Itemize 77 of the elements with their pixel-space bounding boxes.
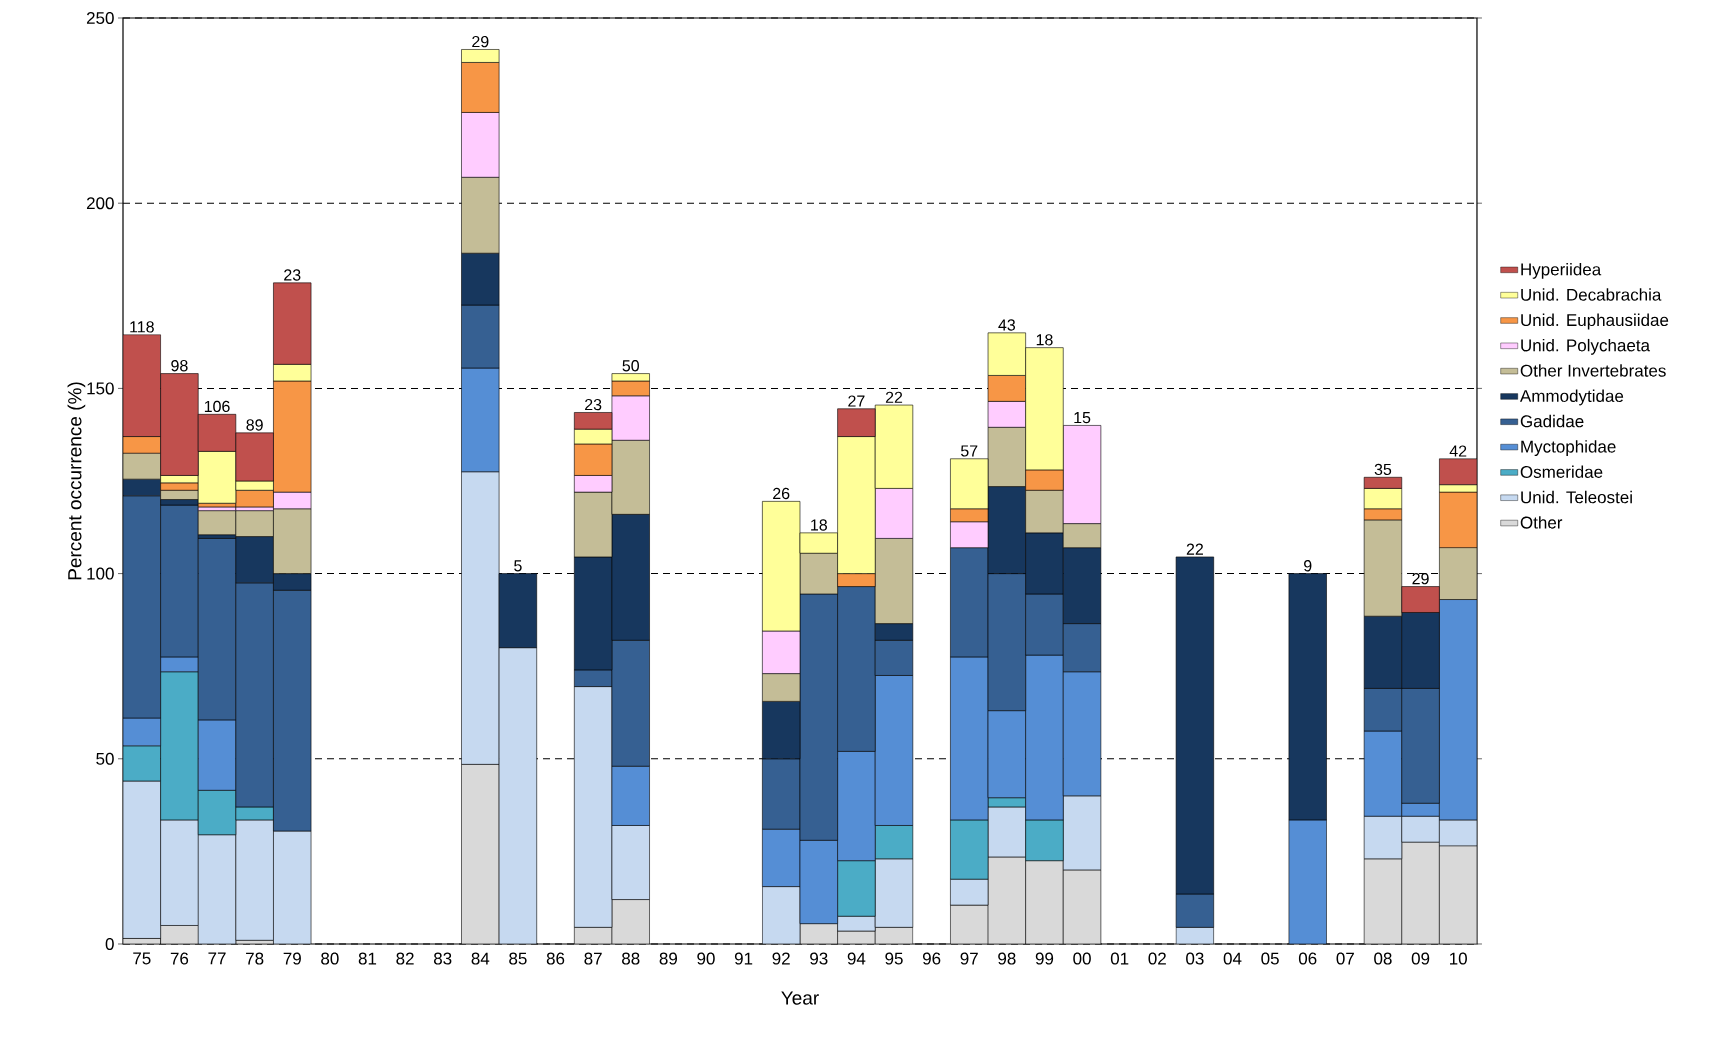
x-axis-title: Year (781, 991, 819, 1005)
legend-label: Unid. Teleostei (1521, 490, 1632, 504)
annotation: 89 (246, 419, 263, 431)
x-tick-label: 85 (509, 952, 527, 965)
x-tick-label: 84 (471, 952, 490, 965)
x-tick-label: 07 (1336, 952, 1354, 965)
x-tick-label: 09 (1411, 952, 1430, 965)
x-tick-label: 02 (1148, 952, 1166, 965)
x-tick-label: 80 (321, 952, 339, 965)
x-tick-label: 10 (1450, 952, 1467, 965)
annotation: 42 (1449, 445, 1467, 457)
x-tick-label: 05 (1261, 952, 1279, 965)
x-tick-label: 06 (1298, 952, 1317, 965)
x-tick-label: 87 (584, 952, 602, 965)
x-tick-label: 81 (358, 952, 377, 965)
y-tick-label: 150 (87, 382, 114, 395)
legend-label: Hyperiidea (1521, 262, 1602, 279)
x-tick-label: 94 (847, 952, 866, 965)
legend-label: Myctophidae (1521, 440, 1616, 457)
annotation: 23 (585, 398, 602, 411)
y-tick-label: 50 (96, 752, 114, 765)
x-tick-label: 89 (659, 952, 678, 965)
x-tick-label: 83 (433, 952, 452, 965)
x-tick-label: 00 (1073, 952, 1091, 965)
legend-label: Other (1520, 516, 1563, 529)
annotation: 43 (998, 319, 1016, 331)
x-tick-label: 88 (622, 952, 640, 965)
y-tick-label: 250 (86, 11, 114, 25)
x-tick-label: 04 (1223, 952, 1242, 965)
legend-label: Osmeridae (1520, 465, 1603, 478)
x-tick-label: 01 (1110, 952, 1129, 965)
annotation: 23 (284, 269, 301, 281)
annotation: 27 (848, 395, 865, 407)
x-tick-label: 86 (546, 952, 565, 965)
annotation: 29 (1412, 573, 1429, 585)
annotation: 22 (885, 391, 903, 403)
y-tick-label: 200 (86, 197, 114, 210)
x-tick-label: 93 (810, 952, 828, 965)
x-tick-label: 90 (697, 952, 715, 965)
x-tick-label: 95 (885, 952, 903, 965)
x-tick-label: 96 (922, 952, 941, 965)
annotation: 57 (960, 445, 978, 457)
annotation: 26 (773, 487, 790, 500)
x-tick-label: 79 (283, 952, 301, 965)
x-tick-label: 78 (246, 952, 264, 965)
x-tick-label: 75 (133, 952, 151, 965)
y-axis-title: Percent occurrence (%) (67, 382, 86, 580)
annotation: 18 (1036, 334, 1053, 346)
legend-label: Unid. Decabrachia (1521, 288, 1662, 301)
legend-label: Other Invertebrates (1520, 364, 1666, 377)
x-tick-label: 08 (1374, 952, 1392, 965)
x-tick-label: 91 (734, 952, 753, 965)
x-tick-label: 98 (998, 952, 1016, 965)
annotation: 50 (622, 360, 639, 372)
annotation: 22 (1186, 543, 1203, 555)
y-tick-label: 0 (105, 937, 114, 951)
annotation: 29 (472, 35, 489, 48)
x-tick-label: 99 (1035, 952, 1054, 965)
x-tick-label: 97 (960, 952, 978, 965)
legend-label: Unid. Euphausiidae (1521, 313, 1669, 330)
x-tick-label: 92 (772, 952, 790, 965)
annotation: 5 (514, 560, 522, 572)
legend-label: Gadidae (1520, 414, 1584, 428)
annotation: 118 (130, 321, 154, 333)
x-tick-label: 77 (208, 952, 226, 965)
annotation: 9 (1304, 560, 1312, 572)
x-tick-label: 76 (170, 952, 189, 965)
annotation: 106 (204, 400, 230, 413)
annotation: 18 (811, 519, 827, 531)
legend-label: Unid. Polychaeta (1521, 338, 1651, 355)
y-tick-label: 100 (87, 567, 114, 580)
annotation: 35 (1374, 463, 1392, 476)
legend-label: Ammodytidae (1519, 389, 1624, 406)
x-tick-label: 82 (396, 952, 414, 965)
x-tick-label: 03 (1186, 952, 1204, 965)
annotation: 15 (1074, 412, 1091, 424)
annotation: 98 (171, 360, 188, 372)
